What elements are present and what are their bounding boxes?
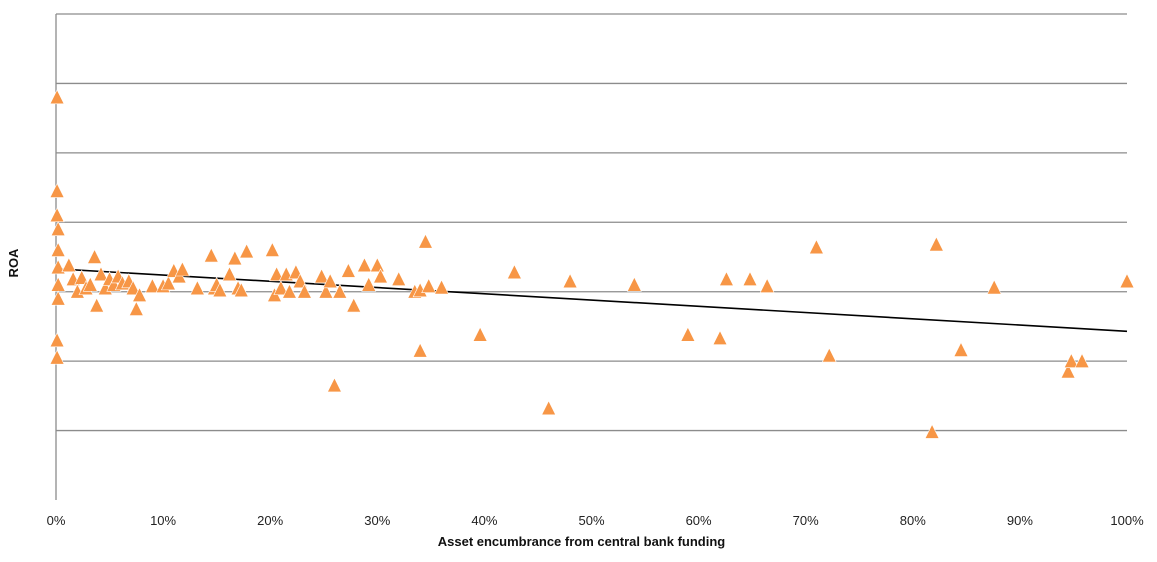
x-tick-label: 90% — [1007, 513, 1033, 528]
data-point-marker — [1074, 352, 1090, 368]
x-tick-label: 80% — [900, 513, 926, 528]
data-point-marker — [953, 341, 969, 357]
data-point-marker — [356, 257, 372, 273]
data-point-marker — [93, 266, 109, 282]
data-point-marker — [712, 330, 728, 346]
x-tick-label: 70% — [793, 513, 819, 528]
data-point-marker — [1119, 273, 1135, 289]
data-point-marker — [314, 268, 330, 284]
data-point-marker — [87, 248, 103, 264]
x-tick-label: 60% — [686, 513, 712, 528]
data-point-marker — [50, 221, 66, 237]
x-tick-label: 20% — [257, 513, 283, 528]
data-point-marker — [74, 269, 90, 285]
data-point-marker — [928, 236, 944, 252]
data-point-marker — [326, 377, 342, 393]
data-point-marker — [281, 283, 297, 299]
data-point-marker — [49, 349, 65, 365]
data-point-marker — [418, 233, 433, 249]
x-tick-label: 0% — [47, 513, 66, 528]
x-tick-label: 50% — [578, 513, 604, 528]
x-tick-label: 100% — [1110, 513, 1144, 528]
data-point-marker — [50, 290, 66, 306]
data-point-marker — [239, 243, 255, 259]
data-point-marker — [49, 332, 65, 348]
data-point-marker — [759, 277, 775, 293]
data-point-marker — [269, 266, 285, 282]
data-point-marker — [373, 268, 388, 284]
data-point-marker — [273, 280, 289, 296]
x-tick-label: 40% — [471, 513, 497, 528]
data-markers — [49, 89, 1135, 439]
x-tick-label: 30% — [364, 513, 390, 528]
data-point-marker — [296, 283, 312, 299]
data-point-marker — [49, 207, 65, 223]
data-point-marker — [203, 247, 219, 263]
data-point-marker — [292, 273, 308, 289]
data-point-marker — [174, 261, 190, 277]
data-point-marker — [421, 277, 437, 293]
y-axis-title: ROA — [6, 248, 21, 278]
data-point-marker — [361, 276, 377, 292]
data-point-marker — [49, 182, 65, 198]
data-point-marker — [562, 273, 578, 289]
data-point-marker — [1060, 363, 1076, 379]
data-point-marker — [924, 423, 940, 439]
data-point-marker — [412, 342, 428, 358]
data-point-marker — [61, 257, 77, 273]
x-tick-labels: 0% 10% 20% 30% 40% 50% 60% 70% 80% 90% 100% — [47, 513, 1144, 528]
data-point-marker — [332, 283, 348, 299]
data-point-marker — [322, 273, 338, 289]
data-point-marker — [434, 279, 450, 295]
data-point-marker — [1063, 352, 1079, 368]
data-point-marker — [340, 262, 356, 278]
data-point-marker — [506, 264, 522, 280]
data-point-marker — [49, 89, 65, 105]
data-point-marker — [346, 297, 362, 313]
data-point-marker — [821, 347, 837, 363]
data-point-marker — [144, 277, 160, 293]
data-point-marker — [227, 250, 243, 266]
data-point-marker — [50, 259, 66, 275]
data-point-marker — [742, 271, 758, 287]
data-point-marker — [222, 266, 237, 282]
data-point-marker — [680, 326, 696, 342]
data-point-marker — [233, 282, 249, 298]
data-point-marker — [89, 297, 105, 313]
data-point-marker — [718, 271, 734, 287]
data-point-marker — [626, 276, 642, 292]
data-point-marker — [541, 400, 557, 416]
data-point-marker — [391, 271, 407, 287]
data-point-marker — [50, 241, 66, 257]
data-point-marker — [125, 280, 141, 296]
data-point-marker — [472, 326, 488, 342]
data-point-marker — [318, 283, 334, 299]
data-point-marker — [212, 282, 228, 298]
data-point-marker — [82, 276, 98, 292]
data-point-marker — [808, 239, 824, 255]
gridlines — [56, 13, 1127, 432]
data-point-marker — [986, 279, 1002, 295]
x-tick-label: 10% — [150, 513, 176, 528]
data-point-marker — [132, 287, 148, 302]
data-point-marker — [264, 241, 280, 257]
data-point-marker — [50, 276, 66, 292]
data-point-marker — [189, 280, 205, 296]
x-axis-title: Asset encumbrance from central bank fund… — [438, 534, 726, 549]
data-point-marker — [128, 300, 144, 316]
data-point-marker — [369, 257, 385, 273]
